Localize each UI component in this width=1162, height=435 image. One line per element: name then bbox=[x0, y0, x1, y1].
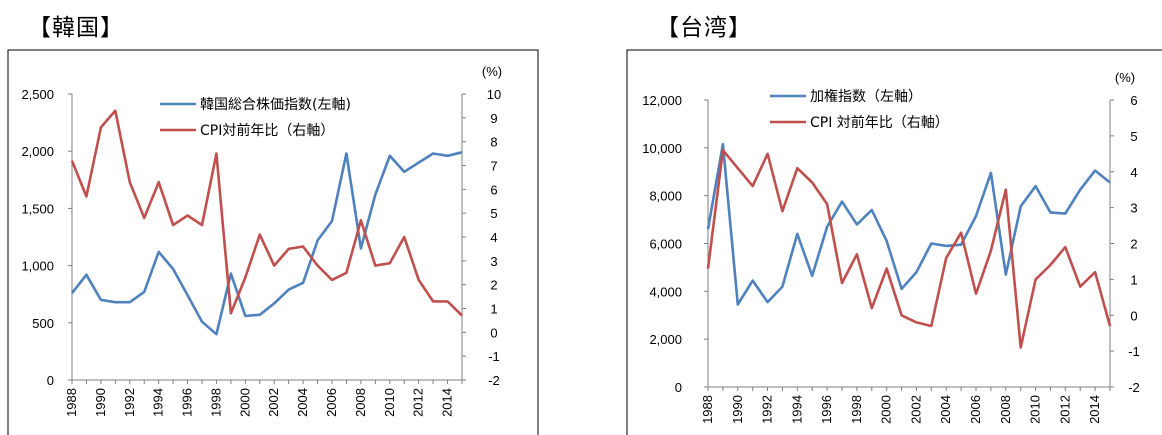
korea-right-tick-label: 10 bbox=[487, 87, 501, 102]
taiwan-x-tick-label: 2008 bbox=[998, 395, 1013, 424]
korea-right-tick-label: 2 bbox=[490, 278, 497, 293]
korea-x-tick-label: 1998 bbox=[208, 388, 223, 417]
korea-right-tick-label: 9 bbox=[490, 111, 497, 126]
taiwan-right-tick-label: 5 bbox=[1130, 129, 1137, 144]
korea-x-tick-label: 2006 bbox=[324, 388, 339, 417]
korea-right-tick-label: 4 bbox=[490, 230, 497, 245]
taiwan-right-tick-label: 0 bbox=[1130, 308, 1137, 323]
korea-x-tick-label: 2002 bbox=[266, 388, 281, 417]
taiwan-right-tick-label: 1 bbox=[1130, 272, 1137, 287]
korea-stock-index-line bbox=[70, 151, 463, 336]
taiwan-right-tick-label: -2 bbox=[1128, 380, 1140, 395]
korea-right-axis-unit: (%) bbox=[482, 64, 502, 79]
korea-left-tick-label: 2,000 bbox=[21, 144, 54, 159]
korea-x-tick-label: 1988 bbox=[64, 388, 79, 417]
korea-x-tick-label: 2014 bbox=[440, 388, 455, 417]
taiwan-right-axis-unit: (%) bbox=[1115, 70, 1135, 85]
taiwan-x-tick-label: 2006 bbox=[968, 395, 983, 424]
taiwan-left-tick-label: 2,000 bbox=[649, 332, 682, 347]
korea-x-tick-label: 2010 bbox=[382, 388, 397, 417]
taiwan-chart-frame bbox=[626, 49, 1162, 435]
taiwan-x-tick-label: 1996 bbox=[819, 395, 834, 424]
korea-x-tick-label: 1996 bbox=[180, 388, 195, 417]
korea-x-tick-label: 1992 bbox=[122, 388, 137, 417]
taiwan-x-tick-label: 2012 bbox=[1057, 395, 1072, 424]
korea-chart: 0 500 1,000 1,500 2,000 2,500 -2 -1 0 1 2 3 4 5 6 7 8 9 10… bbox=[7, 49, 539, 435]
taiwan-left-tick-label: 8,000 bbox=[649, 189, 682, 204]
taiwan-x-tick-label: 2000 bbox=[879, 395, 894, 424]
taiwan-right-tick-label: 4 bbox=[1130, 165, 1137, 180]
korea-left-tick-label: 1,000 bbox=[21, 259, 54, 274]
taiwan-stock-index-line bbox=[706, 142, 1111, 306]
korea-x-tick-label: 1994 bbox=[151, 388, 166, 417]
taiwan-x-tick-label: 1994 bbox=[789, 395, 804, 424]
korea-cpi-line bbox=[70, 109, 463, 317]
korea-legend-stock-label: 韓国総合株価指数(左軸) bbox=[200, 97, 351, 113]
taiwan-right-tick-label: 3 bbox=[1130, 201, 1137, 216]
korea-right-tick-label: 7 bbox=[490, 159, 497, 174]
korea-legend-cpi-label: CPI対前年比（右軸） bbox=[200, 122, 334, 139]
korea-right-tick-label: 5 bbox=[490, 206, 497, 221]
korea-left-tick-label: 2,500 bbox=[21, 87, 54, 102]
taiwan-chart: 0 2,000 4,000 6,000 8,000 10,000 12,000 -2 -1 0 1 2… bbox=[626, 49, 1162, 435]
taiwan-legend-cpi-label: CPI 対前年比（右軸） bbox=[810, 114, 949, 131]
taiwan-x-tick-label: 2004 bbox=[938, 395, 953, 424]
korea-right-tick-label: 8 bbox=[490, 135, 497, 150]
taiwan-x-tick-label: 1990 bbox=[730, 395, 745, 424]
korea-left-tick-label: 500 bbox=[32, 316, 54, 331]
taiwan-x-tick-label: 2010 bbox=[1028, 395, 1043, 424]
taiwan-x-tick-label: 2014 bbox=[1087, 395, 1102, 424]
taiwan-left-tick-label: 4,000 bbox=[649, 284, 682, 299]
taiwan-cpi-line bbox=[706, 148, 1112, 349]
taiwan-right-tick-label: 2 bbox=[1130, 237, 1137, 252]
taiwan-right-tick-label: 6 bbox=[1130, 93, 1137, 108]
korea-right-tick-label: 3 bbox=[490, 254, 497, 269]
korea-x-tick-label: 2004 bbox=[295, 388, 310, 417]
taiwan-left-tick-label: 12,000 bbox=[642, 93, 682, 108]
taiwan-legend-stock-label: 加権指数（左軸） bbox=[810, 88, 922, 105]
korea-right-tick-label: -1 bbox=[488, 349, 500, 364]
taiwan-left-tick-label: 6,000 bbox=[649, 237, 682, 252]
korea-x-tick-label: 1990 bbox=[93, 388, 108, 417]
korea-right-tick-label: -2 bbox=[488, 373, 500, 388]
taiwan-right-tick-label: -1 bbox=[1128, 344, 1140, 359]
korea-right-tick-label: 6 bbox=[490, 182, 497, 197]
taiwan-x-tick-label: 2002 bbox=[908, 395, 923, 424]
taiwan-x-tick-label: 1998 bbox=[849, 395, 864, 424]
taiwan-x-tick-label: 1988 bbox=[700, 395, 715, 424]
korea-left-tick-label: 1,500 bbox=[21, 201, 54, 216]
taiwan-chart-title: 【台湾】 bbox=[656, 15, 752, 41]
korea-chart-title: 【韓国】 bbox=[28, 15, 124, 41]
korea-x-tick-label: 2012 bbox=[411, 388, 426, 417]
korea-x-tick-label: 2000 bbox=[237, 388, 252, 417]
korea-chart-frame bbox=[7, 49, 539, 435]
korea-x-tick-label: 2008 bbox=[353, 388, 368, 417]
taiwan-x-tick-label: 1992 bbox=[760, 395, 775, 424]
korea-right-tick-label: 0 bbox=[490, 325, 497, 340]
taiwan-left-tick-label: 10,000 bbox=[642, 141, 682, 156]
taiwan-left-tick-label: 0 bbox=[675, 380, 682, 395]
korea-left-tick-label: 0 bbox=[47, 373, 54, 388]
korea-right-tick-label: 1 bbox=[490, 302, 497, 317]
